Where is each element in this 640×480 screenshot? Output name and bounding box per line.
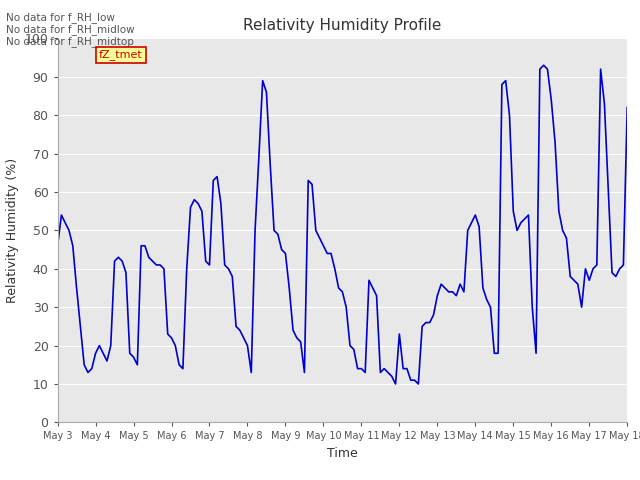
X-axis label: Time: Time	[327, 447, 358, 460]
Title: Relativity Humidity Profile: Relativity Humidity Profile	[243, 18, 442, 33]
Legend: 22m: 22m	[303, 478, 382, 480]
Text: No data for f_RH_low: No data for f_RH_low	[6, 12, 115, 23]
Text: fZ_tmet: fZ_tmet	[99, 49, 143, 60]
Text: No data for f_RH_midtop: No data for f_RH_midtop	[6, 36, 134, 47]
Text: No data for f_RH_midlow: No data for f_RH_midlow	[6, 24, 135, 35]
Y-axis label: Relativity Humidity (%): Relativity Humidity (%)	[6, 158, 19, 303]
